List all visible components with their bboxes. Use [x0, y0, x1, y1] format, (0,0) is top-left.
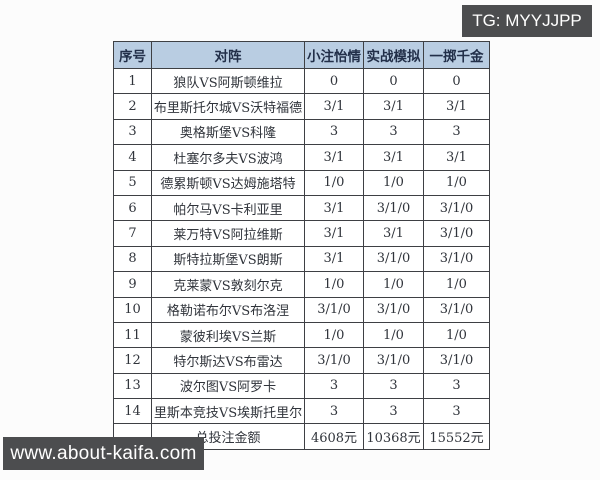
column-header-sim: 实战模拟 — [363, 41, 424, 69]
cell-no: 1 — [113, 67, 152, 95]
cell-match: 特尔斯达VS布雷达 — [151, 347, 305, 374]
cell-sim: 3 — [363, 372, 424, 400]
table-row: 8 斯特拉斯堡VS朗斯 3/1 3/1/0 3/1/0 — [113, 245, 490, 273]
cell-match: 莱万特VS阿拉维斯 — [151, 220, 305, 247]
table-footer-row: 总投注金额 4608元 10368元 15552元 — [113, 423, 490, 450]
cell-no: 7 — [113, 220, 152, 247]
cell-sim: 3/1/0 — [363, 347, 424, 374]
column-header-index: 序号 — [113, 41, 152, 69]
cell-casual: 3/1 — [304, 93, 364, 120]
table-row: 14 里斯本竞技VS埃斯托里尔 3 3 3 — [113, 398, 490, 425]
cell-match: 里斯本竞技VS埃斯托里尔 — [151, 398, 305, 425]
telegram-badge: TG: MYYJJPP — [462, 5, 592, 37]
cell-match: 格勒诺布尔VS布洛涅 — [151, 296, 305, 323]
total-casual: 4608元 — [304, 423, 364, 450]
cell-sim: 1/0 — [363, 271, 424, 298]
cell-casual: 3 — [304, 118, 364, 146]
cell-casual: 3/1 — [304, 245, 364, 273]
cell-sim: 1/0 — [363, 321, 424, 349]
cell-sim: 3 — [363, 398, 424, 425]
cell-no: 12 — [113, 347, 152, 374]
table-row: 3 奥格斯堡VS科隆 3 3 3 — [113, 118, 490, 146]
cell-match: 德累斯顿VS达姆施塔特 — [151, 169, 305, 196]
cell-casual: 1/0 — [304, 321, 364, 349]
cell-big: 1/0 — [423, 271, 490, 298]
cell-big: 3 — [423, 118, 490, 146]
cell-big: 3/1 — [423, 93, 490, 120]
cell-no: 8 — [113, 245, 152, 273]
cell-casual: 0 — [304, 67, 364, 95]
cell-big: 3/1/0 — [423, 220, 490, 247]
cell-sim: 3/1 — [363, 220, 424, 247]
cell-big: 3/1/0 — [423, 245, 490, 273]
cell-match: 狼队VS阿斯顿维拉 — [151, 67, 305, 95]
cell-match: 波尔图VS阿罗卡 — [151, 372, 305, 400]
cell-sim: 3 — [363, 118, 424, 146]
cell-match: 奥格斯堡VS科隆 — [151, 118, 305, 146]
cell-casual: 1/0 — [304, 169, 364, 196]
cell-no: 13 — [113, 372, 152, 400]
table-row: 12 特尔斯达VS布雷达 3/1/0 3/1/0 3/1/0 — [113, 347, 490, 374]
cell-big: 3/1/0 — [423, 347, 490, 374]
cell-no: 10 — [113, 296, 152, 323]
table-row: 2 布里斯托尔城VS沃特福德 3/1 3/1 3/1 — [113, 93, 490, 120]
cell-sim: 3/1/0 — [363, 194, 424, 222]
table-header-row: 序号 对阵 小注怡情 实战模拟 一掷千金 — [113, 41, 490, 69]
table-row: 9 克莱蒙VS敦刻尔克 1/0 1/0 1/0 — [113, 271, 490, 298]
cell-casual: 3 — [304, 398, 364, 425]
table-row: 13 波尔图VS阿罗卡 3 3 3 — [113, 372, 490, 400]
total-sim: 10368元 — [363, 423, 424, 450]
cell-match: 杜塞尔多夫VS波鸿 — [151, 144, 305, 171]
cell-casual: 3/1 — [304, 144, 364, 171]
column-header-casual: 小注怡情 — [304, 41, 364, 69]
cell-big: 3/1/0 — [423, 296, 490, 323]
table-row: 7 莱万特VS阿拉维斯 3/1 3/1 3/1/0 — [113, 220, 490, 247]
cell-no: 5 — [113, 169, 152, 196]
cell-no: 11 — [113, 321, 152, 349]
cell-no: 4 — [113, 144, 152, 171]
bets-table: 序号 对阵 小注怡情 实战模拟 一掷千金 1 狼队VS阿斯顿维拉 0 0 0 2 布里斯托尔… — [113, 41, 490, 450]
table-row: 1 狼队VS阿斯顿维拉 0 0 0 — [113, 67, 490, 95]
cell-match: 帕尔马VS卡利亚里 — [151, 194, 305, 222]
cell-no: 9 — [113, 271, 152, 298]
cell-sim: 3/1 — [363, 144, 424, 171]
cell-sim: 3/1/0 — [363, 245, 424, 273]
cell-big: 1/0 — [423, 169, 490, 196]
total-big: 15552元 — [423, 423, 490, 450]
cell-big: 3/1 — [423, 144, 490, 171]
cell-big: 3 — [423, 398, 490, 425]
cell-casual: 3/1/0 — [304, 347, 364, 374]
cell-no: 3 — [113, 118, 152, 146]
cell-big: 0 — [423, 67, 490, 95]
cell-casual: 3/1/0 — [304, 296, 364, 323]
table-body: 1 狼队VS阿斯顿维拉 0 0 0 2 布里斯托尔城VS沃特福德 3/1 3/1 3/1 3 奥格斯堡… — [113, 67, 490, 425]
cell-match: 克莱蒙VS敦刻尔克 — [151, 271, 305, 298]
cell-sim: 1/0 — [363, 169, 424, 196]
cell-match: 布里斯托尔城VS沃特福德 — [151, 93, 305, 120]
cell-casual: 1/0 — [304, 271, 364, 298]
cell-sim: 3/1/0 — [363, 296, 424, 323]
cell-sim: 0 — [363, 67, 424, 95]
cell-match: 蒙彼利埃VS兰斯 — [151, 321, 305, 349]
column-header-match: 对阵 — [151, 41, 305, 69]
cell-no: 6 — [113, 194, 152, 222]
cell-no: 2 — [113, 93, 152, 120]
cell-sim: 3/1 — [363, 93, 424, 120]
table-row: 5 德累斯顿VS达姆施塔特 1/0 1/0 1/0 — [113, 169, 490, 196]
table-row: 11 蒙彼利埃VS兰斯 1/0 1/0 1/0 — [113, 321, 490, 349]
cell-big: 1/0 — [423, 321, 490, 349]
cell-big: 3/1/0 — [423, 194, 490, 222]
website-watermark: www.about-kaifa.com — [3, 437, 204, 470]
table-row: 10 格勒诺布尔VS布洛涅 3/1/0 3/1/0 3/1/0 — [113, 296, 490, 323]
cell-big: 3 — [423, 372, 490, 400]
cell-casual: 3 — [304, 372, 364, 400]
cell-match: 斯特拉斯堡VS朗斯 — [151, 245, 305, 273]
table-row: 4 杜塞尔多夫VS波鸿 3/1 3/1 3/1 — [113, 144, 490, 171]
table-row: 6 帕尔马VS卡利亚里 3/1 3/1/0 3/1/0 — [113, 194, 490, 222]
cell-no: 14 — [113, 398, 152, 425]
cell-casual: 3/1 — [304, 220, 364, 247]
cell-casual: 3/1 — [304, 194, 364, 222]
column-header-big: 一掷千金 — [423, 41, 490, 69]
